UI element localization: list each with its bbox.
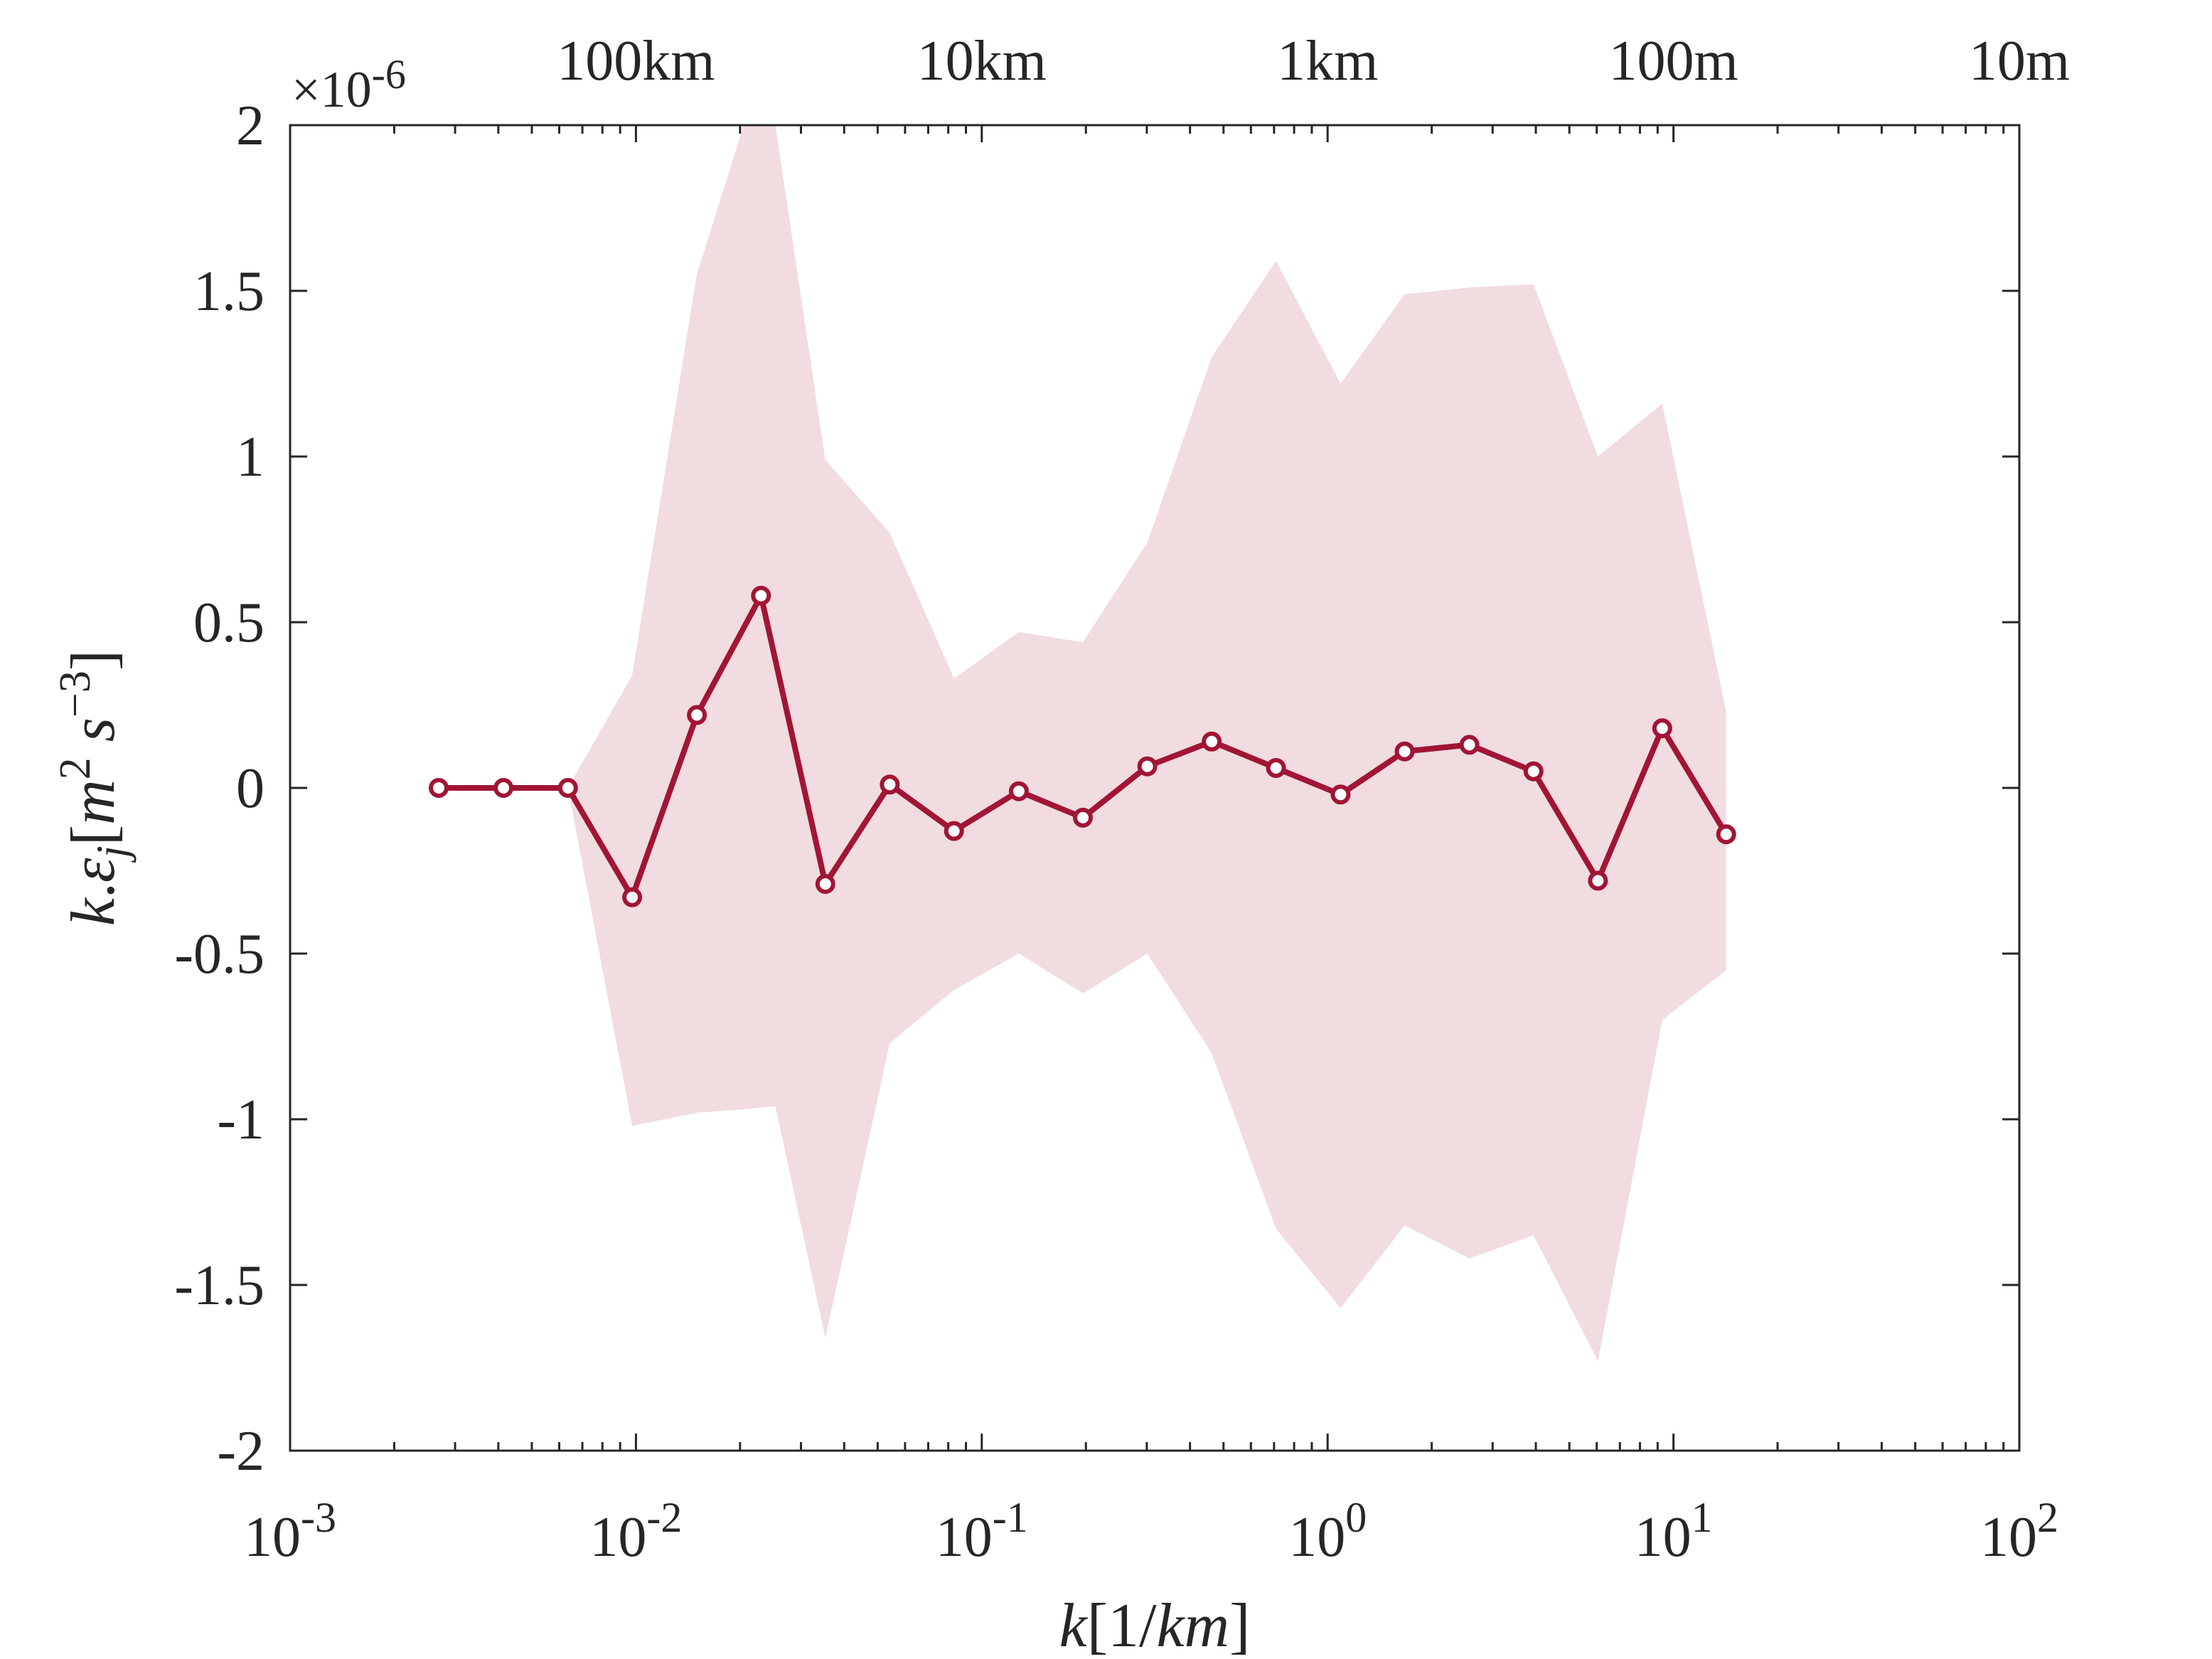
x-tick-label: 101 xyxy=(1635,1494,1713,1569)
y-tick-label: 1.5 xyxy=(193,260,265,323)
top-tick-label: 100m xyxy=(1608,30,1738,92)
y-tick-label: 0 xyxy=(236,757,265,820)
tick-marks-layer xyxy=(289,124,2021,1452)
y-tick-label: -1 xyxy=(217,1089,265,1151)
confidence-band-layer xyxy=(567,125,1726,1362)
data-point xyxy=(1523,761,1544,782)
top-tick-label: 100km xyxy=(557,30,715,92)
data-point xyxy=(1073,807,1093,828)
data-point xyxy=(557,778,578,798)
data-point xyxy=(493,778,514,798)
data-point xyxy=(944,821,964,841)
y-multiplier-exponent: -6 xyxy=(372,51,406,97)
top-tick-labels: 100km 10km 1km 100m 10m xyxy=(557,30,2070,92)
data-point xyxy=(1459,735,1480,755)
top-tick-label: 1km xyxy=(1277,30,1378,92)
data-point xyxy=(1266,758,1286,778)
top-tick-label: 10km xyxy=(917,30,1047,92)
data-point xyxy=(429,778,449,798)
x-tick-label: 10-2 xyxy=(589,1494,682,1569)
data-point xyxy=(1202,731,1222,752)
y-tick-label: 2 xyxy=(236,95,265,157)
series-points-layer xyxy=(429,585,1736,907)
x-tick-label: 10-1 xyxy=(936,1494,1028,1569)
data-point xyxy=(815,874,835,895)
data-point xyxy=(1716,824,1736,845)
data-point xyxy=(1394,741,1415,762)
data-point xyxy=(1652,718,1672,739)
x-axis-label: k[1/km] xyxy=(1059,1591,1251,1659)
top-tick-label: 10m xyxy=(1969,30,2070,92)
data-point xyxy=(751,585,771,606)
y-tick-label: -2 xyxy=(217,1420,265,1483)
data-point xyxy=(880,774,900,795)
x-tick-label: 100 xyxy=(1288,1494,1367,1569)
confidence-band xyxy=(567,125,1726,1362)
x-tick-label: 10-3 xyxy=(244,1494,336,1569)
y-axis-label: k.εj[m2 s−3] xyxy=(51,650,137,926)
x-tick-labels: 10-3 10-2 10-1 100 101 102 xyxy=(244,1494,2058,1569)
svg-text:k[1/km]: k[1/km] xyxy=(1059,1591,1251,1659)
data-point xyxy=(622,887,643,907)
x-tick-label: 102 xyxy=(1980,1494,2058,1569)
y-tick-labels: 2 1.5 1 0.5 0 -0.5 -1 -1.5 -2 xyxy=(174,95,265,1483)
y-tick-label: -0.5 xyxy=(174,923,265,986)
y-multiplier: ×10-6 xyxy=(292,51,406,118)
data-point xyxy=(1008,781,1029,801)
y-tick-label: 1 xyxy=(236,426,265,489)
data-point xyxy=(687,705,707,725)
svg-text:k.εj[m2 s−3]: k.εj[m2 s−3] xyxy=(51,650,137,926)
data-point xyxy=(1137,756,1158,777)
y-tick-label: -1.5 xyxy=(174,1254,265,1317)
data-point xyxy=(1330,784,1351,805)
y-tick-label: 0.5 xyxy=(193,592,265,654)
data-point xyxy=(1588,870,1608,891)
